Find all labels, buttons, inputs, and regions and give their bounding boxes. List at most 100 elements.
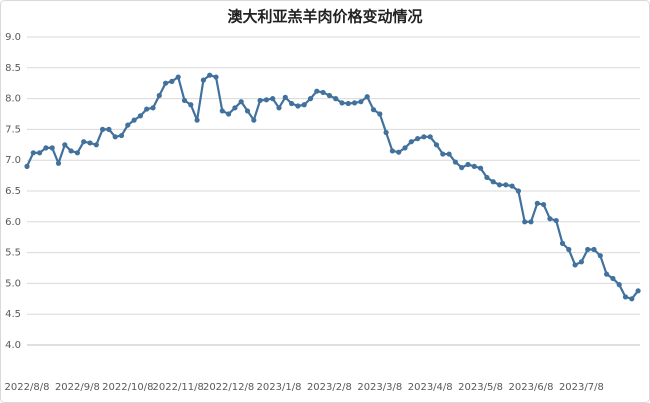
data-point (408, 139, 414, 145)
data-point (364, 94, 370, 100)
data-point (559, 240, 566, 246)
data-point (433, 142, 440, 148)
x-tick-label: 2022/12/8 (203, 382, 254, 393)
data-point (87, 140, 93, 146)
y-tick-label: 4.0 (5, 340, 21, 351)
x-tick-label: 2023/2/8 (307, 382, 352, 393)
data-point (534, 200, 540, 206)
data-point (522, 219, 528, 225)
data-point (289, 100, 295, 107)
y-tick-label: 7.5 (5, 124, 21, 135)
data-point (314, 88, 320, 94)
data-point (37, 150, 43, 156)
y-tick-label: 6.0 (5, 217, 21, 228)
x-tick-label: 2023/4/8 (408, 382, 453, 393)
data-point (49, 145, 55, 151)
data-point (528, 219, 534, 225)
data-point (515, 188, 522, 194)
data-point (471, 163, 477, 169)
data-point (591, 246, 597, 253)
data-point (440, 151, 446, 157)
data-point (465, 161, 471, 168)
data-point (427, 134, 433, 140)
data-point (389, 148, 395, 154)
data-point (106, 126, 112, 132)
data-point (226, 111, 232, 117)
data-point (175, 74, 181, 80)
y-tick-label: 5.0 (5, 278, 21, 289)
data-point (282, 94, 288, 100)
data-point (566, 246, 572, 253)
data-point (125, 122, 131, 128)
data-point (118, 132, 125, 139)
x-tick-label: 2022/9/8 (55, 382, 100, 393)
data-point (585, 246, 591, 253)
y-tick-label: 9.0 (5, 32, 21, 43)
data-point (402, 145, 408, 151)
data-point (572, 262, 578, 268)
data-point (263, 97, 269, 103)
data-point (446, 151, 452, 157)
x-tick-label: 2022/11/8 (153, 382, 204, 393)
data-point (326, 92, 332, 99)
data-point (509, 183, 515, 189)
data-point (578, 259, 585, 265)
data-point (295, 103, 301, 109)
data-point (144, 106, 150, 112)
data-point (207, 72, 213, 78)
data-point (24, 163, 30, 169)
data-point (276, 105, 282, 111)
data-point (194, 117, 200, 123)
data-point (553, 217, 559, 224)
data-point (333, 96, 339, 102)
data-point (188, 102, 194, 108)
data-point (93, 142, 99, 148)
data-point (383, 129, 389, 136)
data-point (490, 179, 496, 185)
data-point (150, 105, 156, 111)
data-point (352, 100, 358, 106)
data-point (452, 159, 458, 165)
data-point (163, 80, 169, 86)
data-point (43, 145, 49, 151)
data-point (339, 100, 345, 106)
data-point (74, 150, 80, 156)
data-point (484, 174, 490, 181)
data-point (610, 275, 616, 282)
x-tick-label: 2023/5/8 (458, 382, 503, 393)
data-point (30, 150, 36, 156)
data-point (307, 96, 314, 102)
data-point (232, 105, 238, 111)
data-point (62, 142, 68, 148)
x-tick-label: 2023/3/8 (357, 382, 402, 393)
data-point (541, 201, 547, 208)
data-point (301, 102, 307, 108)
data-point (421, 134, 427, 140)
y-tick-label: 8.5 (5, 63, 21, 74)
data-point (616, 282, 622, 288)
y-tick-label: 5.5 (5, 248, 21, 259)
data-point (169, 78, 175, 84)
data-point (131, 117, 137, 123)
y-tick-label: 8.0 (5, 94, 21, 105)
data-point (68, 148, 74, 154)
data-point (270, 96, 276, 102)
data-point (137, 113, 143, 119)
data-point (358, 99, 364, 105)
data-point (238, 99, 244, 105)
data-point (478, 165, 484, 171)
x-tick-label: 2023/6/8 (509, 382, 554, 393)
chart-title: 澳大利亚羔羊肉价格变动情况 (227, 8, 422, 26)
data-point (112, 134, 118, 140)
data-point (629, 296, 635, 302)
data-point (219, 108, 225, 114)
data-point (200, 77, 206, 83)
data-point (415, 136, 421, 142)
data-point (345, 100, 351, 107)
data-point (604, 271, 610, 277)
data-point (370, 107, 377, 113)
data-point (257, 97, 263, 104)
data-point (597, 253, 603, 259)
data-point (496, 182, 503, 188)
